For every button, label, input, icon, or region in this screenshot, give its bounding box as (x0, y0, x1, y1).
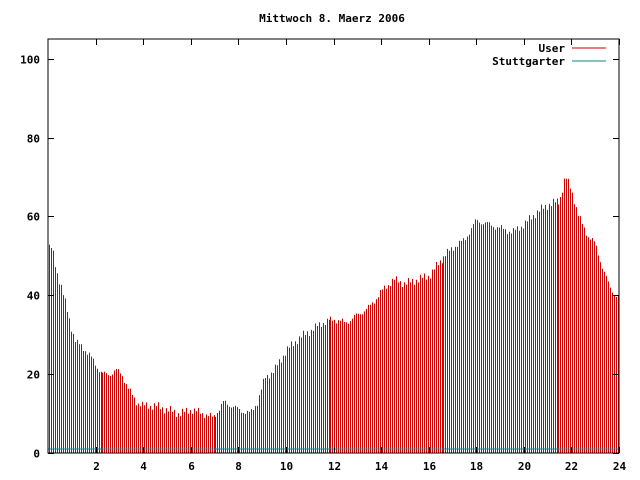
y-tick-label: 100 (20, 54, 40, 67)
x-tick-label: 18 (470, 460, 483, 473)
user-bars (49, 178, 619, 453)
x-tick-label: 14 (375, 460, 389, 473)
x-tick-label: 6 (188, 460, 195, 473)
y-tick-label: 80 (27, 133, 40, 146)
y-tick-label: 40 (27, 290, 40, 303)
plot-frame (47, 38, 620, 454)
x-tick-label: 22 (565, 460, 578, 473)
x-tick-label: 8 (235, 460, 242, 473)
chart-title: Mittwoch 8. Maerz 2006 (259, 12, 405, 25)
x-tick-label: 16 (423, 460, 437, 473)
x-tick-label: 4 (140, 460, 147, 473)
x-tick-label: 20 (518, 460, 531, 473)
legend-label-stuttgarter: Stuttgarter (492, 55, 565, 68)
x-tick-label: 2 (93, 460, 100, 473)
y-axis: 0 20 40 60 80 100 (20, 54, 619, 461)
legend-label-user: User (539, 42, 566, 55)
x-tick-label: 12 (328, 460, 341, 473)
y-tick-label: 0 (33, 448, 40, 461)
x-axis: 2 4 6 8 10 12 14 16 18 20 22 24 (93, 39, 626, 473)
x-tick-label: 10 (280, 460, 293, 473)
y-tick-label: 20 (27, 369, 40, 382)
x-tick-label: 24 (613, 460, 627, 473)
y-tick-label: 60 (27, 211, 40, 224)
legend: User Stuttgarter (492, 42, 606, 68)
